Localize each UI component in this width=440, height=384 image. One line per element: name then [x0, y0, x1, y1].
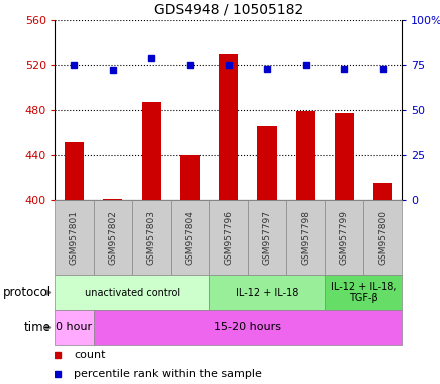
Text: GSM957803: GSM957803 — [147, 210, 156, 265]
Text: 0 hour: 0 hour — [56, 323, 92, 333]
Text: IL-12 + IL-18,
TGF-β: IL-12 + IL-18, TGF-β — [331, 282, 396, 303]
Bar — [55, 200, 94, 275]
Bar — [325, 200, 363, 275]
Text: unactivated control: unactivated control — [84, 288, 180, 298]
Bar — [209, 200, 248, 275]
Bar — [209, 275, 325, 310]
Bar — [142, 102, 161, 200]
Bar — [94, 200, 132, 275]
Bar — [373, 183, 392, 200]
Text: GSM957802: GSM957802 — [108, 210, 117, 265]
Bar — [171, 200, 209, 275]
Bar — [65, 141, 84, 200]
Bar — [132, 200, 171, 275]
Bar — [286, 200, 325, 275]
Bar — [103, 199, 122, 200]
Text: GSM957798: GSM957798 — [301, 210, 310, 265]
Text: GSM957796: GSM957796 — [224, 210, 233, 265]
Text: IL-12 + IL-18: IL-12 + IL-18 — [236, 288, 298, 298]
Text: GSM957801: GSM957801 — [70, 210, 79, 265]
Bar — [248, 200, 286, 275]
Bar — [363, 200, 402, 275]
Bar — [296, 111, 315, 200]
Text: GSM957797: GSM957797 — [263, 210, 271, 265]
Bar — [257, 126, 277, 200]
Text: percentile rank within the sample: percentile rank within the sample — [74, 369, 262, 379]
Text: count: count — [74, 350, 106, 360]
Bar — [180, 155, 200, 200]
Bar — [94, 310, 402, 345]
Text: GSM957800: GSM957800 — [378, 210, 387, 265]
Text: protocol: protocol — [3, 286, 51, 299]
Bar — [334, 113, 354, 200]
Text: time: time — [24, 321, 51, 334]
Bar — [55, 275, 209, 310]
Bar — [325, 275, 402, 310]
Bar — [219, 54, 238, 200]
Title: GDS4948 / 10505182: GDS4948 / 10505182 — [154, 2, 303, 16]
Text: GSM957804: GSM957804 — [185, 210, 194, 265]
Text: 15-20 hours: 15-20 hours — [214, 323, 281, 333]
Text: GSM957799: GSM957799 — [340, 210, 348, 265]
Bar — [55, 310, 94, 345]
